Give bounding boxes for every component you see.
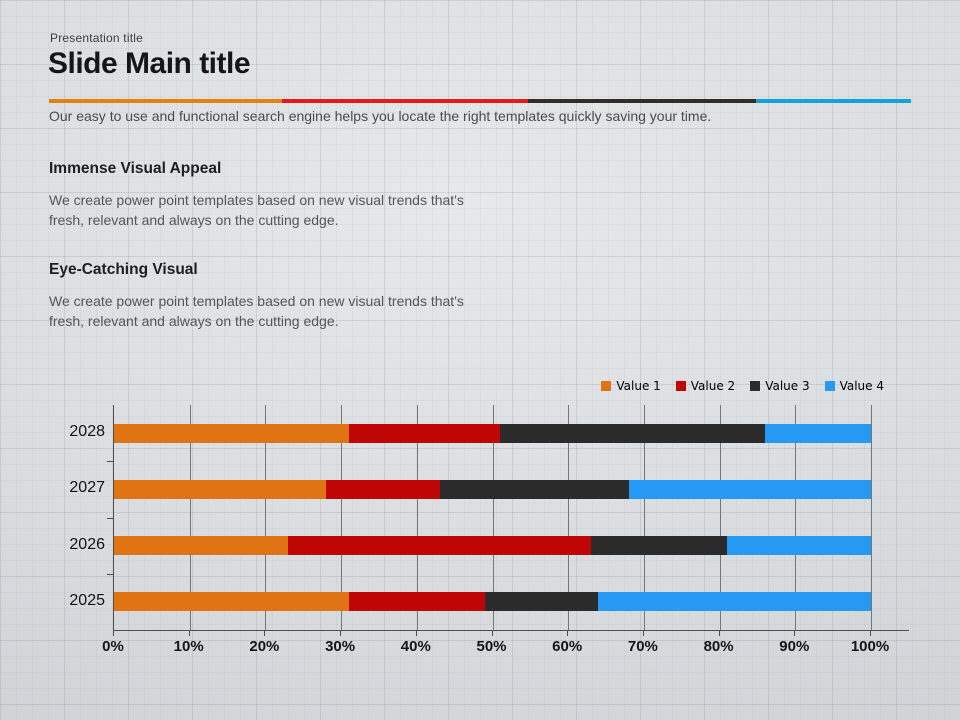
chart-plot xyxy=(113,405,909,631)
chart-gridline xyxy=(719,405,721,630)
chart-gridline xyxy=(341,405,343,630)
x-axis-tick xyxy=(340,631,342,636)
x-axis-tick xyxy=(113,631,114,636)
legend-item: Value 4 xyxy=(824,379,884,393)
bar-segment xyxy=(288,536,591,556)
legend-swatch xyxy=(675,381,686,391)
x-axis-label: 60% xyxy=(552,638,583,655)
y-axis-tick xyxy=(107,517,113,519)
bar-segment xyxy=(348,423,501,443)
bar-segment xyxy=(114,536,289,556)
chart-gridline xyxy=(643,405,645,630)
section-body-immense-visual-appeal: We create power point templates based on… xyxy=(49,192,464,228)
divider-segment-2 xyxy=(282,99,528,103)
legend-item: Value 3 xyxy=(750,379,810,393)
x-axis-tick xyxy=(188,631,190,636)
x-axis-label: 40% xyxy=(400,638,431,655)
y-axis-label: 2026 xyxy=(69,535,105,553)
x-axis-label: 20% xyxy=(249,638,280,655)
stacked-bar-2026 xyxy=(114,536,871,556)
stacked-bar-2025 xyxy=(114,592,871,612)
y-axis-label: 2028 xyxy=(69,423,105,441)
x-axis-label: 10% xyxy=(173,638,204,655)
y-axis-label: 2027 xyxy=(69,479,105,497)
legend-swatch xyxy=(601,381,612,391)
chart-legend: Value 1 Value 2 Value 3 Value 4 xyxy=(601,379,884,393)
legend-swatch xyxy=(750,381,761,391)
chart-gridline xyxy=(189,405,191,630)
stacked-bar-2028 xyxy=(114,423,871,443)
x-axis-label: 90% xyxy=(779,638,810,655)
x-axis-tick xyxy=(870,631,871,636)
legend-item: Value 2 xyxy=(675,379,736,393)
legend-label: Value 4 xyxy=(839,379,884,393)
y-axis-tick xyxy=(107,573,113,575)
x-axis-label: 30% xyxy=(325,638,356,655)
y-axis-label: 2025 xyxy=(69,591,105,609)
x-axis-label: 70% xyxy=(627,638,658,655)
x-axis-tick xyxy=(642,631,644,636)
bar-segment xyxy=(500,423,765,443)
bar-segment xyxy=(439,479,629,499)
x-axis-tick xyxy=(415,631,417,636)
presentation-title-label: Presentation title xyxy=(50,31,143,45)
accent-divider xyxy=(49,99,911,103)
bar-segment xyxy=(348,592,485,612)
x-axis-tick xyxy=(794,631,796,636)
bar-segment xyxy=(484,592,599,612)
bar-segment xyxy=(764,423,871,443)
bar-segment xyxy=(598,592,871,612)
bar-segment xyxy=(628,479,871,499)
legend-label: Value 1 xyxy=(616,379,661,393)
chart-gridline xyxy=(492,405,494,630)
bar-segment xyxy=(727,536,871,556)
legend-label: Value 2 xyxy=(690,379,736,393)
section-heading-eye-catching-visual: Eye-Catching Visual xyxy=(49,261,198,278)
stacked-bar-2027 xyxy=(114,479,871,499)
divider-segment-4 xyxy=(756,99,911,103)
chart-gridline xyxy=(795,405,797,630)
legend-label: Value 3 xyxy=(765,379,810,393)
bar-segment xyxy=(114,479,326,499)
section-heading-immense-visual-appeal: Immense Visual Appeal xyxy=(49,160,222,177)
x-axis-label: 0% xyxy=(102,638,124,655)
legend-item: Value 1 xyxy=(601,379,661,393)
bar-segment xyxy=(114,592,349,612)
chart-gridline xyxy=(568,405,570,630)
slide-main-title: Slide Main title xyxy=(48,47,251,80)
bar-segment xyxy=(590,536,728,556)
section-body-eye-catching-visual: We create power point templates based on… xyxy=(49,293,464,329)
x-axis-tick xyxy=(718,631,720,636)
divider-segment-1 xyxy=(49,99,282,103)
bar-segment xyxy=(114,423,349,443)
x-axis-tick xyxy=(491,631,493,636)
chart-gridline xyxy=(265,405,267,630)
chart-gridline xyxy=(416,405,418,630)
slide-subtitle: Our easy to use and functional search en… xyxy=(49,108,712,124)
legend-swatch xyxy=(824,381,835,391)
divider-segment-3 xyxy=(528,99,756,103)
x-axis-tick xyxy=(264,631,266,636)
x-axis-label: 80% xyxy=(703,638,734,655)
chart-gridline xyxy=(871,405,872,630)
bar-segment xyxy=(325,479,440,499)
x-axis-tick xyxy=(567,631,569,636)
x-axis-label: 100% xyxy=(850,638,890,655)
y-axis-tick xyxy=(107,461,113,463)
x-axis-label: 50% xyxy=(476,638,507,655)
